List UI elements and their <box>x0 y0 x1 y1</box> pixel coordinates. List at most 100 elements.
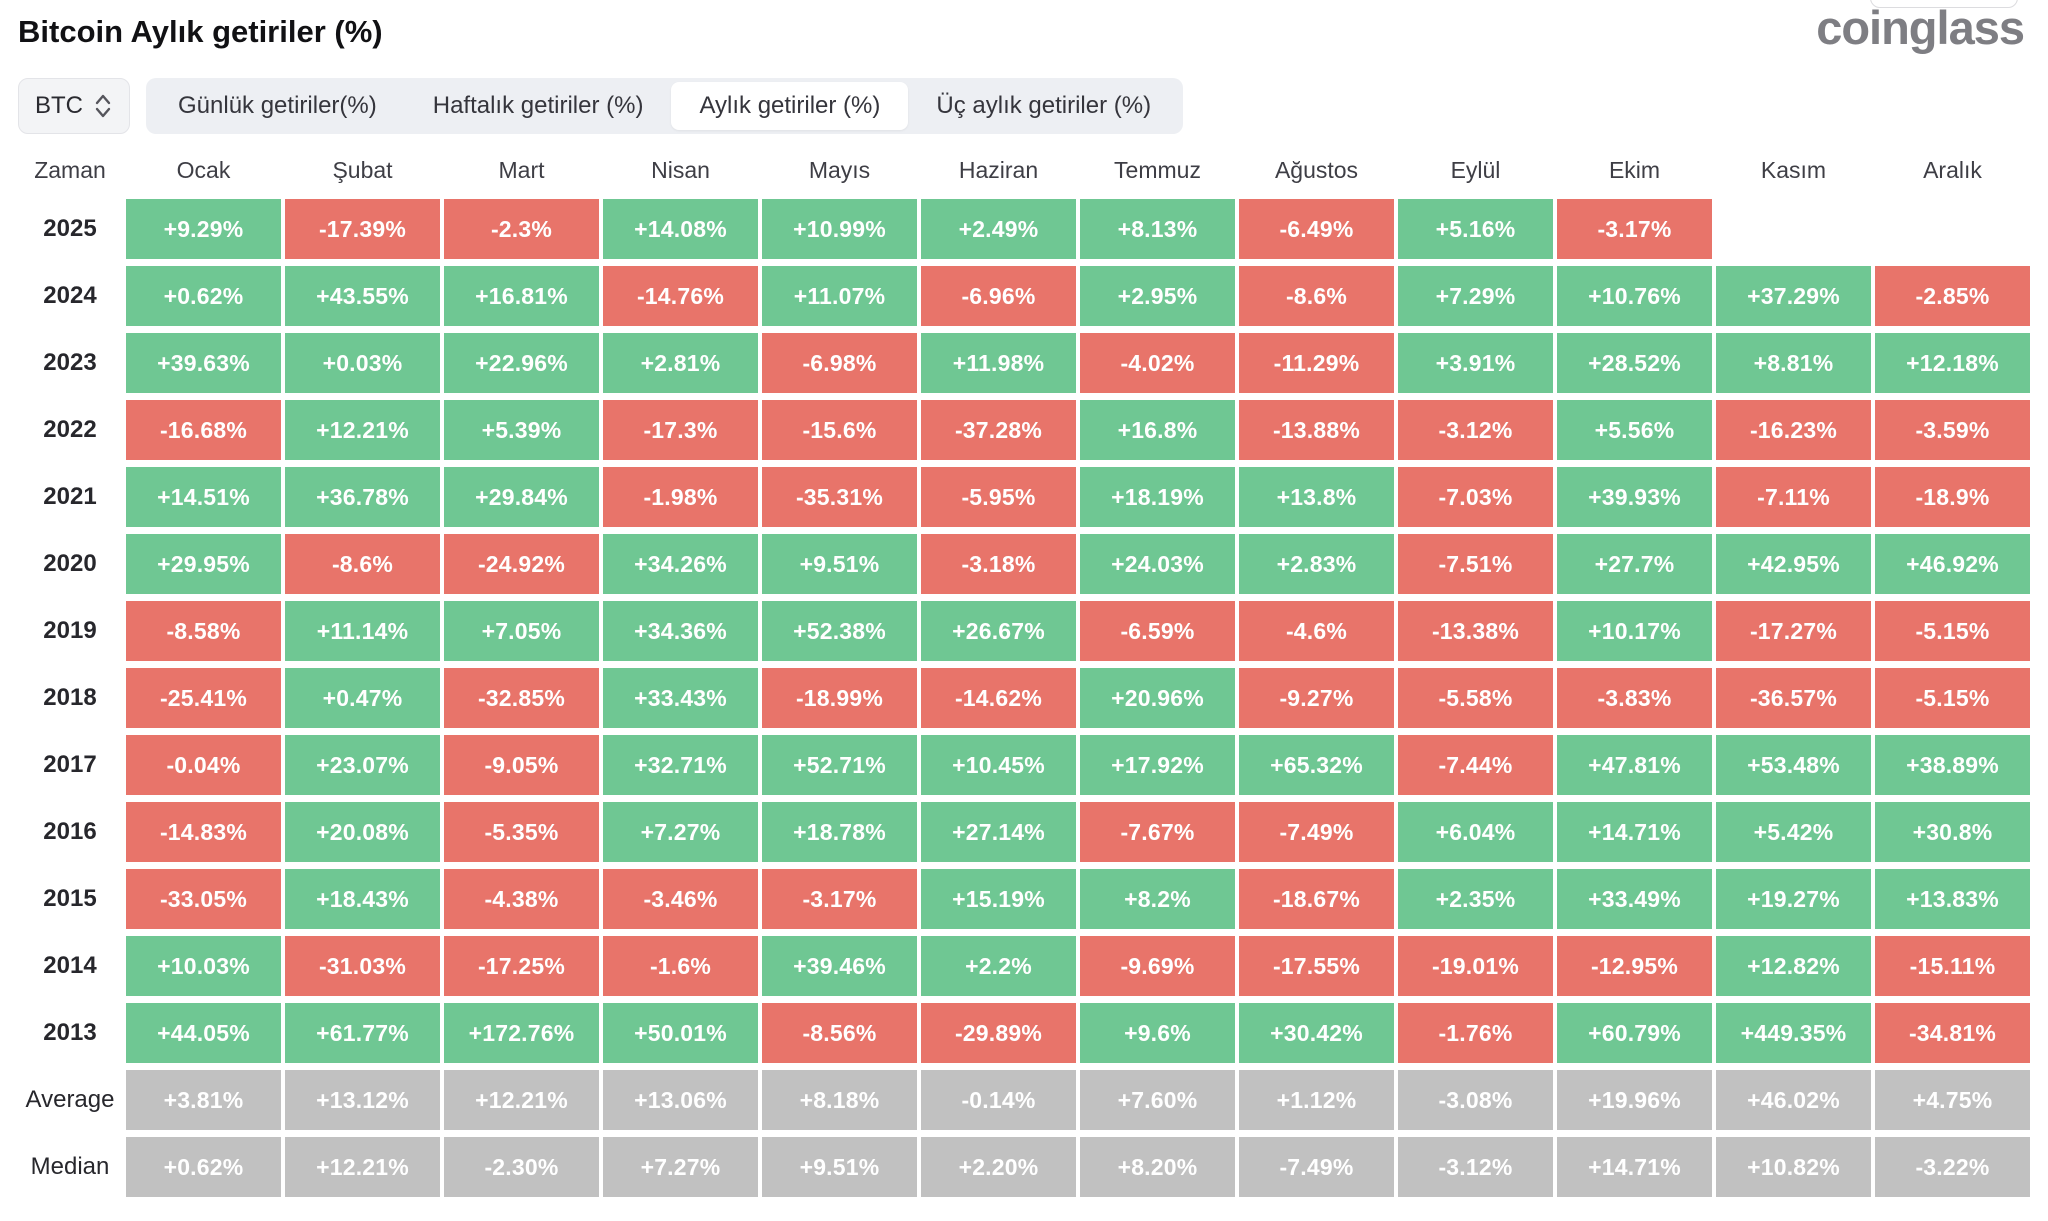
return-cell: -6.98% <box>762 333 917 393</box>
return-cell: -3.17% <box>762 869 917 929</box>
return-cell: +5.16% <box>1398 199 1553 259</box>
row-label: 2016 <box>43 818 97 845</box>
month-header: Ocak <box>176 156 231 183</box>
return-cell: -6.59% <box>1080 601 1235 661</box>
return-cell: +32.71% <box>603 735 758 795</box>
returns-tab-group: Günlük getiriler(%) Haftalık getiriler (… <box>146 78 1184 134</box>
return-cell: +13.06% <box>603 1070 758 1130</box>
coinglass-logo: coinglass <box>1816 1 2025 54</box>
return-cell: -5.95% <box>921 467 1076 527</box>
row-label: 2017 <box>43 751 97 778</box>
return-cell: +10.17% <box>1557 601 1712 661</box>
return-cell: -17.55% <box>1239 936 1394 996</box>
return-cell: -36.57% <box>1716 668 1871 728</box>
return-cell: +37.29% <box>1716 266 1871 326</box>
return-cell: -1.76% <box>1398 1003 1553 1063</box>
return-cell: +2.83% <box>1239 534 1394 594</box>
return-cell: -29.89% <box>921 1003 1076 1063</box>
return-cell: -35.31% <box>762 467 917 527</box>
return-cell: +8.81% <box>1716 333 1871 393</box>
return-cell: +28.52% <box>1557 333 1712 393</box>
return-cell: +7.29% <box>1398 266 1553 326</box>
coin-selector-value: BTC <box>35 92 83 119</box>
return-cell: -4.6% <box>1239 601 1394 661</box>
return-cell: +39.63% <box>126 333 281 393</box>
return-cell: -5.15% <box>1875 601 2030 661</box>
return-cell: +7.27% <box>603 802 758 862</box>
return-cell: +14.71% <box>1557 802 1712 862</box>
return-cell: -7.03% <box>1398 467 1553 527</box>
return-cell: +7.60% <box>1080 1070 1235 1130</box>
row-label: 2021 <box>43 483 97 510</box>
return-cell: +60.79% <box>1557 1003 1712 1063</box>
return-cell: -7.49% <box>1239 1137 1394 1197</box>
return-cell: +2.49% <box>921 199 1076 259</box>
tab-daily-returns[interactable]: Günlük getiriler(%) <box>178 92 377 119</box>
return-cell: +19.96% <box>1557 1070 1712 1130</box>
return-cell: +23.07% <box>285 735 440 795</box>
return-cell: -13.88% <box>1239 400 1394 460</box>
empty-cell <box>1875 199 2030 259</box>
return-cell: +15.19% <box>921 869 1076 929</box>
return-cell: +24.03% <box>1080 534 1235 594</box>
return-cell: +8.13% <box>1080 199 1235 259</box>
return-cell: +50.01% <box>603 1003 758 1063</box>
return-cell: -13.38% <box>1398 601 1553 661</box>
return-cell: -8.6% <box>1239 266 1394 326</box>
tab-weekly-returns[interactable]: Haftalık getiriler (%) <box>432 92 644 119</box>
return-cell: -14.76% <box>603 266 758 326</box>
return-cell: +10.76% <box>1557 266 1712 326</box>
return-cell: +43.55% <box>285 266 440 326</box>
return-cell: +22.96% <box>444 333 599 393</box>
return-cell: +33.49% <box>1557 869 1712 929</box>
return-cell: +27.7% <box>1557 534 1712 594</box>
return-cell: +4.75% <box>1875 1070 2030 1130</box>
return-cell: +172.76% <box>444 1003 599 1063</box>
return-cell: +18.43% <box>285 869 440 929</box>
return-cell: -5.58% <box>1398 668 1553 728</box>
return-cell: -31.03% <box>285 936 440 996</box>
return-cell: +30.8% <box>1875 802 2030 862</box>
return-cell: -3.12% <box>1398 400 1553 460</box>
return-cell: -14.83% <box>126 802 281 862</box>
return-cell: +16.81% <box>444 266 599 326</box>
return-cell: -37.28% <box>921 400 1076 460</box>
return-cell: +30.42% <box>1239 1003 1394 1063</box>
return-cell: +36.78% <box>285 467 440 527</box>
return-cell: +33.43% <box>603 668 758 728</box>
return-cell: +14.08% <box>603 199 758 259</box>
return-cell: +1.12% <box>1239 1070 1394 1130</box>
return-cell: +18.78% <box>762 802 917 862</box>
month-header: Nisan <box>651 156 710 183</box>
return-cell: -3.59% <box>1875 400 2030 460</box>
return-cell: -3.12% <box>1398 1137 1553 1197</box>
return-cell: -7.11% <box>1716 467 1871 527</box>
return-cell: -5.35% <box>444 802 599 862</box>
return-cell: +27.14% <box>921 802 1076 862</box>
return-cell: +11.98% <box>921 333 1076 393</box>
return-cell: +12.21% <box>444 1070 599 1130</box>
tab-quarterly-returns[interactable]: Üç aylık getiriler (%) <box>936 92 1152 119</box>
topbar: Bitcoin Aylık getiriler (%) coinglass <box>18 0 2030 70</box>
return-cell: -1.6% <box>603 936 758 996</box>
return-cell: -8.58% <box>126 601 281 661</box>
return-cell: -1.98% <box>603 467 758 527</box>
return-cell: +5.39% <box>444 400 599 460</box>
return-cell: -2.30% <box>444 1137 599 1197</box>
row-label: 2019 <box>43 617 97 644</box>
tab-monthly-returns[interactable]: Aylık getiriler (%) <box>671 82 909 130</box>
row-label: 2014 <box>43 952 97 979</box>
empty-cell <box>1716 199 1871 259</box>
return-cell: -4.02% <box>1080 333 1235 393</box>
return-cell: +34.26% <box>603 534 758 594</box>
return-cell: -17.3% <box>603 400 758 460</box>
return-cell: -7.49% <box>1239 802 1394 862</box>
month-header: Mart <box>498 156 545 183</box>
return-cell: +46.02% <box>1716 1070 1871 1130</box>
return-cell: +0.03% <box>285 333 440 393</box>
row-label: Average <box>25 1086 115 1113</box>
month-header: Aralık <box>1923 156 1982 183</box>
coin-selector[interactable]: BTC <box>18 78 130 134</box>
return-cell: +6.04% <box>1398 802 1553 862</box>
return-cell: -9.05% <box>444 735 599 795</box>
